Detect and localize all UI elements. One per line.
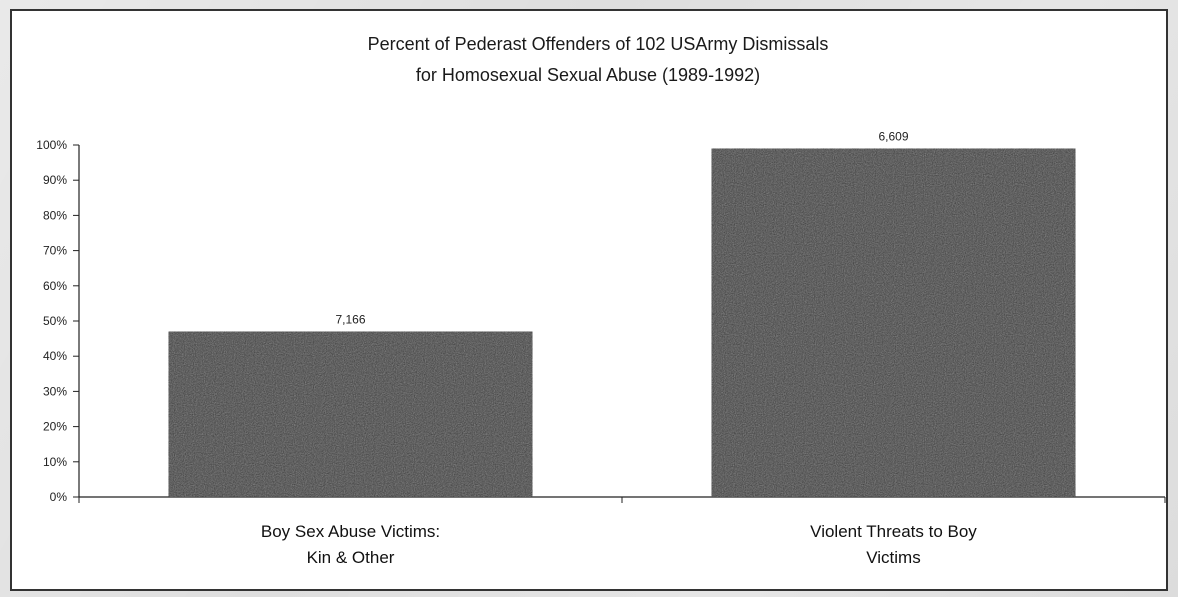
y-tick-label: 0% <box>50 490 68 504</box>
category-label-2-line-2: Victims <box>866 548 920 567</box>
y-tick-label: 90% <box>43 173 67 187</box>
y-tick-label: 40% <box>43 349 67 363</box>
data-labels: 7,166 6,609 <box>335 130 908 327</box>
y-tick-label: 60% <box>43 279 67 293</box>
bars <box>168 148 1076 498</box>
chart-title-line-2: for Homosexual Sexual Abuse (1989-1992) <box>416 65 760 85</box>
y-tick-label: 100% <box>36 138 67 152</box>
bar-1 <box>168 331 533 498</box>
y-tick-label: 20% <box>43 420 67 434</box>
data-label-2: 6,609 <box>878 130 908 144</box>
y-axis: 0% 10% 20% 30% 40% 50% 60% 70% 80% 90% 100% <box>36 138 80 504</box>
category-label-2-line-1: Violent Threats to Boy <box>810 522 977 541</box>
category-label-1-line-1: Boy Sex Abuse Victims: <box>261 522 440 541</box>
bar-2 <box>711 148 1076 498</box>
y-tick-label: 70% <box>43 244 67 258</box>
category-label-1-line-2: Kin & Other <box>307 548 395 567</box>
x-axis <box>78 496 1166 503</box>
y-tick-label: 80% <box>43 208 67 222</box>
chart-title-line-1: Percent of Pederast Offenders of 102 USA… <box>368 34 829 54</box>
y-tick-label: 30% <box>43 384 67 398</box>
y-tick-label: 50% <box>43 314 67 328</box>
category-labels: Boy Sex Abuse Victims: Kin & Other Violent… <box>261 522 977 567</box>
data-label-1: 7,166 <box>335 313 365 327</box>
y-tick-label: 10% <box>43 455 67 469</box>
